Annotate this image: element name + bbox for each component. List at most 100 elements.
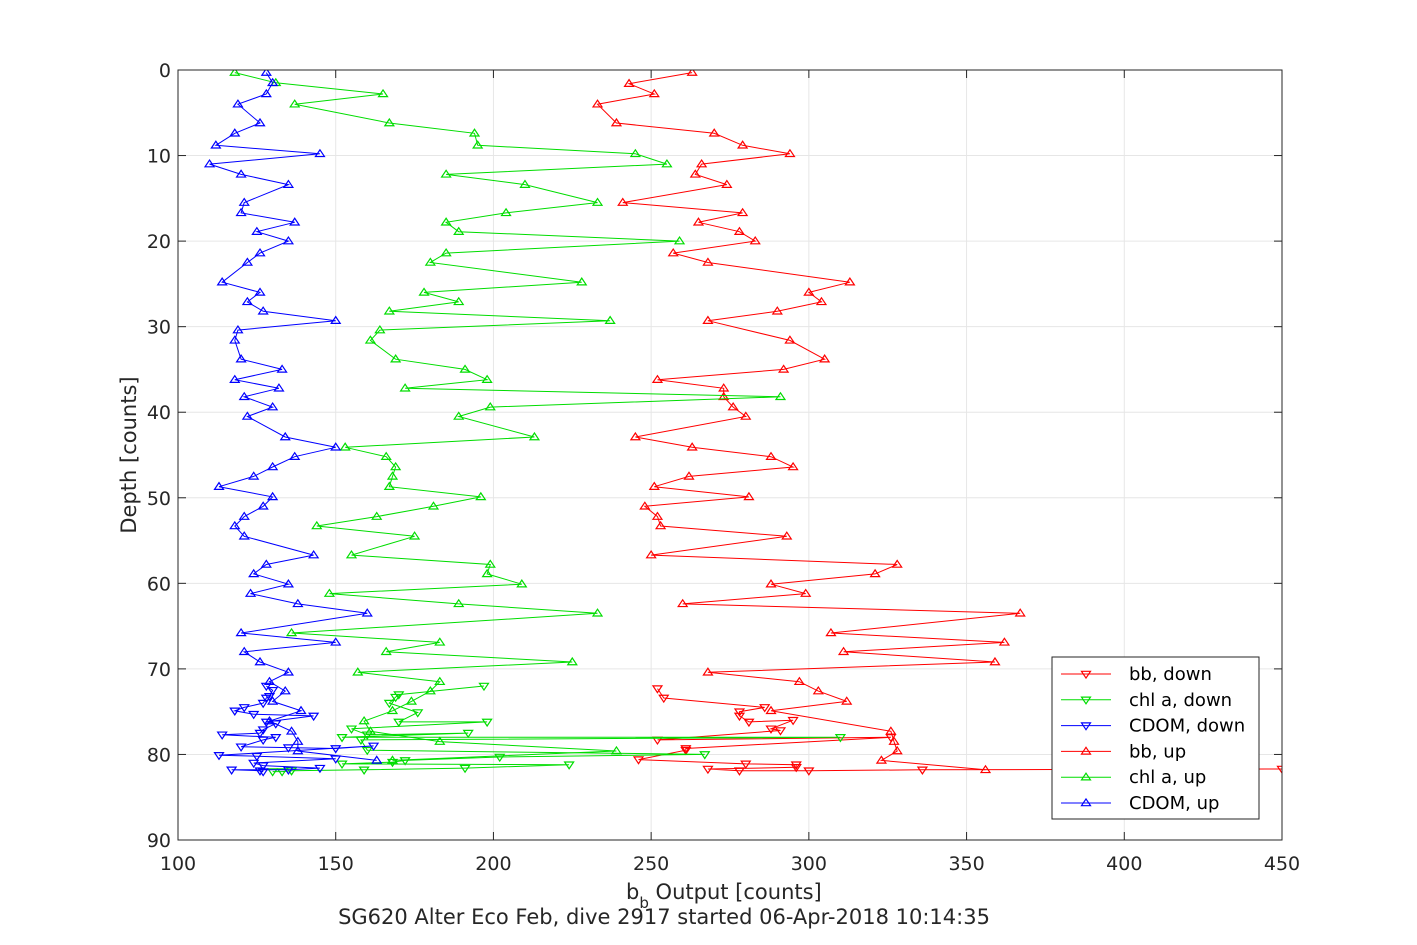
data-point-cdom-up (229, 335, 241, 344)
data-point-cdom-up (238, 531, 250, 540)
data-point-bb-up (733, 226, 746, 235)
data-point-bb-up (812, 686, 824, 695)
data-point-chl-a-up (424, 686, 436, 695)
data-point-cdom-up (213, 481, 225, 490)
data-point-cdom-up (257, 501, 269, 510)
data-point-bb-up (718, 383, 730, 392)
data-point-bb-up (784, 148, 796, 158)
data-point-cdom-up (279, 686, 291, 695)
data-point-bb-up (645, 549, 657, 559)
y-tick-label: 50 (147, 488, 171, 510)
y-tick-label: 60 (147, 573, 171, 595)
data-point-chl-a-up (377, 88, 389, 98)
data-point-chl-a-up (610, 745, 623, 755)
data-point-cdom-up (260, 88, 272, 98)
legend-label-bb-down: bb, down (1129, 664, 1212, 685)
x-tick-label: 450 (1264, 853, 1300, 875)
data-point-cdom-down (257, 736, 269, 746)
data-point-cdom-up (330, 637, 342, 646)
legend-marker-cdom-up (1080, 797, 1092, 807)
data-point-chl-a-up (434, 676, 446, 686)
data-point-bb-up (692, 217, 705, 226)
data-point-chl-a-up (364, 335, 377, 344)
data-point-bb-up (740, 411, 752, 420)
x-tick-label: 100 (160, 853, 196, 875)
data-point-bb-up (869, 568, 881, 578)
data-point-chl-a-down (345, 725, 358, 734)
data-point-chl-a-up (453, 598, 465, 608)
x-axis-label-rest: Output [counts] (649, 880, 822, 904)
data-point-bb-up (803, 287, 815, 296)
data-point-bb-up (689, 169, 701, 178)
data-point-bb-up (1014, 608, 1026, 617)
plot-frame (177, 69, 1283, 841)
data-point-bb-down (651, 685, 664, 694)
data-point-cdom-up (238, 511, 250, 520)
data-point-cdom-down (270, 734, 282, 743)
data-point-chl-a-up (440, 217, 452, 226)
data-point-cdom-up (289, 217, 301, 226)
data-point-chl-a-down (336, 734, 348, 743)
data-point-chl-a-up (591, 197, 604, 206)
data-point-cdom-up (254, 117, 266, 127)
data-point-bb-up (667, 247, 679, 257)
data-point-chl-a-down (462, 729, 474, 739)
data-point-bb-up (639, 501, 651, 510)
data-point-chl-a-down (494, 753, 506, 763)
data-point-chl-a-down (834, 734, 847, 743)
series-line-chl-a-down (272, 685, 841, 773)
data-point-chl-a-up (481, 374, 493, 384)
data-point-cdom-down (248, 759, 260, 769)
data-point-cdom-down (257, 762, 269, 771)
data-point-cdom-up (263, 715, 276, 725)
data-point-chl-a-up (604, 315, 616, 324)
data-point-chl-a-up (566, 656, 578, 666)
x-axis-label-main: b (626, 880, 639, 904)
data-point-bb-up (781, 531, 793, 540)
data-point-chl-a-up (380, 451, 392, 461)
x-tick-label: 300 (791, 853, 827, 875)
data-point-bb-up (844, 277, 856, 286)
data-point-chl-a-up (364, 726, 377, 735)
data-point-bb-up (718, 391, 730, 401)
data-point-chl-a-up (528, 431, 541, 441)
data-point-bb-up (749, 235, 761, 245)
data-point-cdom-up (257, 306, 269, 315)
data-point-bb-up (787, 461, 799, 471)
data-point-chl-a-up (500, 207, 512, 217)
data-point-cdom-up (371, 755, 383, 764)
data-point-chl-a-up (345, 549, 358, 559)
data-point-bb-up (875, 755, 888, 764)
data-point-bb-down (658, 694, 670, 704)
data-point-chl-a-up (481, 568, 493, 578)
data-point-cdom-up (241, 296, 254, 306)
data-point-bb-down (774, 727, 787, 736)
data-point-chl-a-down (393, 691, 405, 700)
data-point-bb-up (617, 197, 629, 206)
data-point-cdom-up (241, 411, 254, 420)
data-point-bb-up (825, 627, 837, 637)
data-point-cdom-down (314, 764, 326, 774)
data-point-cdom-up (232, 99, 244, 108)
data-point-cdom-up (292, 736, 304, 745)
data-point-chl-a-down (336, 760, 348, 769)
data-point-chl-a-up (453, 226, 465, 235)
data-point-cdom-up (232, 324, 244, 334)
data-point-cdom-up (282, 179, 295, 188)
data-point-bb-up (819, 354, 831, 363)
data-point-chl-a-up (472, 140, 484, 149)
data-point-chl-a-down (361, 746, 373, 756)
data-point-chl-a-up (440, 247, 452, 257)
data-point-bb-down (759, 704, 771, 713)
data-point-chl-a-up (386, 705, 399, 715)
data-point-bb-up (736, 140, 749, 149)
data-point-chl-a-down (459, 764, 471, 774)
data-point-cdom-up (276, 364, 288, 373)
data-point-chl-a-up (374, 324, 386, 334)
data-point-cdom-down (308, 712, 320, 722)
data-point-bb-up (784, 335, 796, 344)
data-point-cdom-up (267, 696, 279, 705)
data-point-bb-down (680, 746, 692, 756)
data-point-bb-down (680, 745, 692, 754)
data-point-cdom-down (330, 745, 342, 754)
